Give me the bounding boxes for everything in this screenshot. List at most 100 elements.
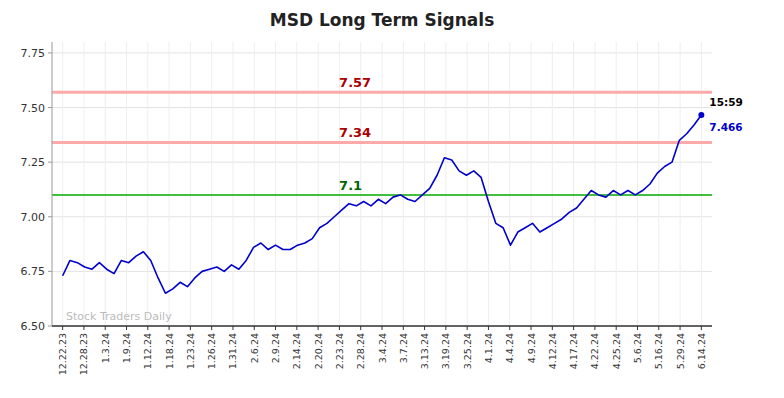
y-tick-label: 7.75	[21, 47, 46, 60]
grid-line	[403, 42, 404, 326]
y-tick	[48, 52, 52, 53]
x-tick	[680, 326, 681, 330]
axes: 6.506.757.007.257.507.7512.22.2312.28.23…	[21, 42, 713, 375]
x-tick	[403, 326, 404, 330]
watermark: Stock Traders Daily	[66, 310, 172, 323]
grid-line	[680, 42, 681, 326]
grid-line	[488, 42, 489, 326]
reference-line	[52, 194, 712, 196]
grid-line	[594, 42, 595, 326]
y-tick	[48, 107, 52, 108]
grid-line	[126, 42, 127, 326]
grid-line	[531, 42, 532, 326]
x-tick-label: 12.28.23	[78, 333, 89, 375]
y-tick-label: 7.50	[21, 102, 46, 115]
x-tick-label: 2.23.24	[334, 333, 345, 369]
x-tick-label: 2.14.24	[291, 333, 302, 369]
grid-line	[105, 42, 106, 326]
x-tick-label: 3.19.24	[440, 333, 451, 369]
x-tick	[531, 326, 532, 330]
grid-line	[573, 42, 574, 326]
x-tick-label: 2.6.24	[249, 333, 260, 363]
x-tick	[147, 326, 148, 330]
reference-line	[52, 141, 712, 144]
x-tick	[573, 326, 574, 330]
x-tick-label: 4.1.24	[483, 333, 494, 363]
y-tick-label: 7.25	[21, 156, 46, 169]
grid-line	[254, 42, 255, 326]
grid-line	[232, 42, 233, 326]
x-tick	[211, 326, 212, 330]
grid-line	[275, 42, 276, 326]
x-tick	[382, 326, 383, 330]
x-tick-label: 1.18.24	[164, 333, 175, 369]
x-tick	[467, 326, 468, 330]
x-tick-label: 2.9.24	[270, 333, 281, 363]
last-point	[698, 112, 704, 118]
x-tick	[658, 326, 659, 330]
x-tick	[339, 326, 340, 330]
x-tick	[126, 326, 127, 330]
grid-line	[424, 42, 425, 326]
x-tick	[190, 326, 191, 330]
x-tick-label: 2.28.24	[355, 333, 366, 369]
x-tick-label: 1.31.24	[227, 333, 238, 369]
grid-line	[296, 42, 297, 326]
y-tick	[48, 326, 52, 327]
x-tick	[488, 326, 489, 330]
x-tick-label: 3.7.24	[398, 333, 409, 363]
reference-lines	[52, 92, 712, 195]
annotations: 7.347.577.115:597.466Stock Traders Daily	[66, 75, 743, 323]
x-tick	[169, 326, 170, 330]
x-tick	[296, 326, 297, 330]
x-tick	[232, 326, 233, 330]
background	[0, 0, 784, 398]
grid-line	[147, 42, 148, 326]
y-tick-label: 6.75	[21, 265, 46, 278]
x-tick-label: 2.20.24	[313, 333, 324, 369]
x-tick-label: 4.12.24	[547, 333, 558, 369]
y-tick	[48, 216, 52, 217]
grid-line	[616, 42, 617, 326]
x-tick-label: 12.22.23	[57, 333, 68, 375]
reference-line	[52, 91, 712, 94]
grid-line	[467, 42, 468, 326]
x-tick	[275, 326, 276, 330]
grid	[52, 42, 712, 326]
grid-line	[211, 42, 212, 326]
x-tick-label: 1.26.24	[206, 333, 217, 369]
reference-label: 7.1	[339, 178, 362, 193]
x-tick	[445, 326, 446, 330]
grid-line	[382, 42, 383, 326]
x-tick-label: 1.23.24	[185, 333, 196, 369]
x-tick	[552, 326, 553, 330]
x-tick-label: 3.25.24	[462, 333, 473, 369]
grid-line	[83, 42, 84, 326]
chart: MSD Long Term Signals6.506.757.007.257.5…	[0, 0, 784, 398]
y-tick	[48, 162, 52, 163]
grid-line	[62, 42, 63, 326]
x-tick	[105, 326, 106, 330]
x-tick-label: 4.22.24	[589, 333, 600, 369]
x-tick-label: 4.4.24	[504, 333, 515, 363]
grid-line	[658, 42, 659, 326]
x-tick	[83, 326, 84, 330]
title: MSD Long Term Signals	[270, 10, 495, 30]
grid-line	[509, 42, 510, 326]
x-tick-label: 1.9.24	[121, 333, 132, 363]
grid-line	[701, 42, 702, 326]
y-tick	[48, 271, 52, 272]
grid-line	[318, 42, 319, 326]
x-tick-label: 4.25.24	[611, 333, 622, 369]
x-tick	[509, 326, 510, 330]
x-tick-label: 5.29.24	[675, 333, 686, 369]
grid-line	[552, 42, 553, 326]
x-tick-label: 3.13.24	[419, 333, 430, 369]
x-tick	[594, 326, 595, 330]
x-tick	[318, 326, 319, 330]
price-line	[63, 115, 702, 293]
x-tick-label: 6.14.24	[696, 333, 707, 369]
x-tick	[616, 326, 617, 330]
x-tick-label: 3.4.24	[377, 333, 388, 363]
x-tick	[62, 326, 63, 330]
